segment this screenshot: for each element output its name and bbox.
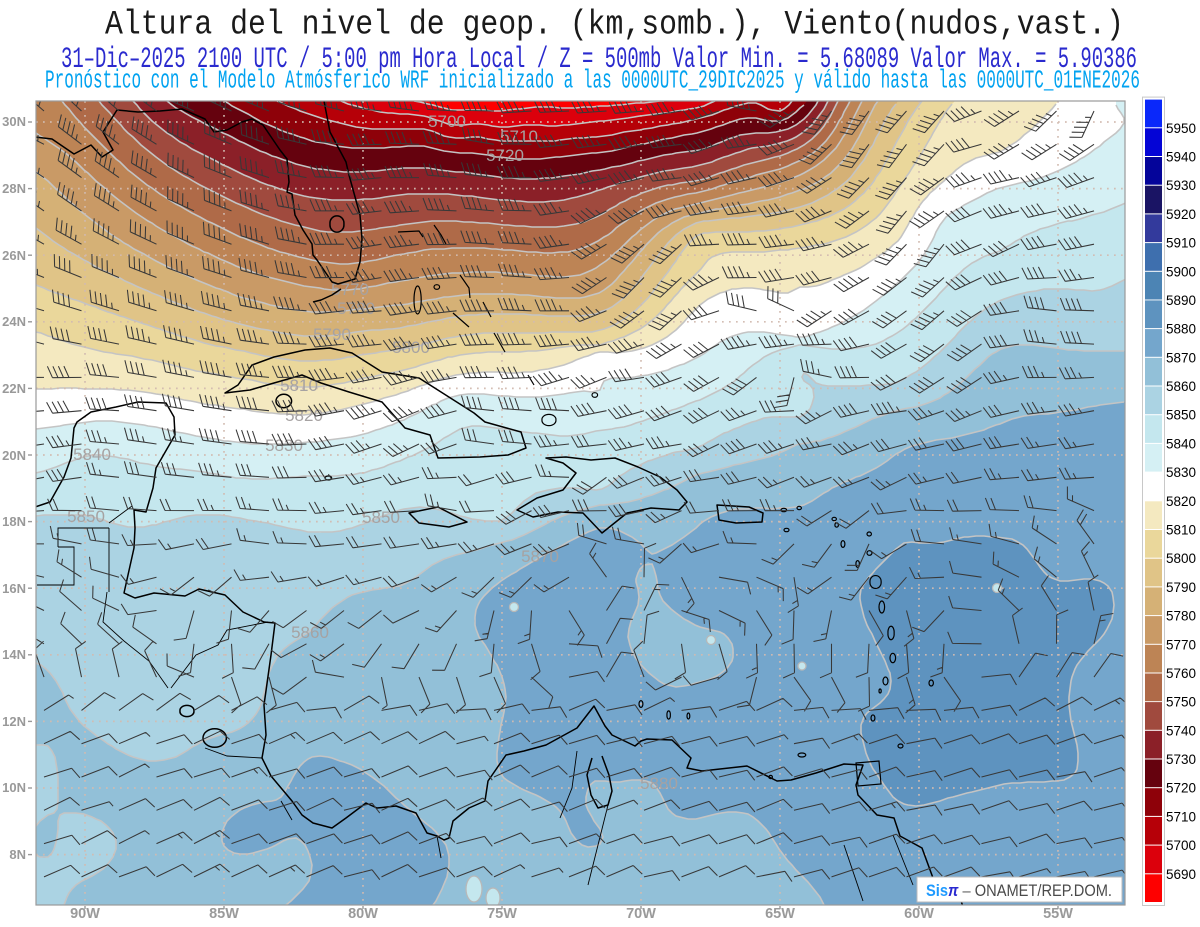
svg-text:8N: 8N	[9, 847, 26, 862]
svg-text:90W: 90W	[70, 906, 100, 922]
svg-text:5820: 5820	[1166, 494, 1196, 509]
svg-text:80W: 80W	[348, 906, 378, 922]
svg-text:5840: 5840	[1166, 436, 1196, 451]
svg-text:5700: 5700	[428, 112, 466, 131]
svg-text:Altura del nivel de geop. (km,: Altura del nivel de geop. (km,somb.), Vi…	[105, 6, 1124, 45]
svg-text:5710: 5710	[500, 127, 538, 146]
svg-text:5720: 5720	[1166, 781, 1196, 796]
svg-text:5930: 5930	[1166, 178, 1196, 193]
svg-text:20N: 20N	[2, 448, 26, 463]
svg-text:5790: 5790	[313, 325, 351, 344]
svg-text:5780: 5780	[1166, 609, 1196, 624]
svg-text:65W: 65W	[765, 906, 795, 922]
svg-text:5790: 5790	[1166, 580, 1196, 595]
svg-text:5770: 5770	[1166, 637, 1196, 652]
svg-text:5760: 5760	[1166, 666, 1196, 681]
svg-text:5940: 5940	[1166, 150, 1196, 165]
svg-text:26N: 26N	[2, 248, 26, 263]
svg-text:30N: 30N	[2, 114, 26, 129]
svg-text:5770: 5770	[331, 280, 369, 299]
svg-text:Pronóstico con el Modelo Atmós: Pronóstico con el Modelo Atmósferico WRF…	[45, 67, 1140, 96]
svg-text:75W: 75W	[487, 906, 517, 922]
svg-text:70W: 70W	[626, 906, 656, 922]
svg-text:5870: 5870	[1166, 350, 1196, 365]
svg-text:5750: 5750	[1166, 695, 1196, 710]
svg-text:5810: 5810	[1166, 523, 1196, 538]
svg-text:5860: 5860	[291, 623, 329, 642]
svg-text:14N: 14N	[2, 647, 26, 662]
svg-text:12N: 12N	[2, 714, 26, 729]
svg-text:5900: 5900	[1166, 264, 1196, 279]
svg-text:31–Dic–2025 2100 UTC / 5:00 p: 31–Dic–2025 2100 UTC / 5:00 pm Hora Loca…	[61, 42, 1137, 76]
svg-text:22N: 22N	[2, 381, 26, 396]
svg-text:5800: 5800	[1166, 551, 1196, 566]
svg-text:24N: 24N	[2, 314, 26, 329]
svg-text:5800: 5800	[392, 338, 430, 357]
svg-text:5720: 5720	[486, 146, 524, 165]
svg-text:5850: 5850	[1166, 408, 1196, 423]
svg-text:55W: 55W	[1043, 906, 1073, 922]
svg-text:5830: 5830	[1166, 465, 1196, 480]
svg-text:28N: 28N	[2, 181, 26, 196]
svg-text:5690: 5690	[1166, 867, 1196, 882]
svg-text:5730: 5730	[1166, 752, 1196, 767]
svg-text:5880: 5880	[640, 774, 678, 793]
svg-text:5710: 5710	[1166, 809, 1196, 824]
svg-text:60W: 60W	[904, 906, 934, 922]
svg-text:85W: 85W	[209, 906, 239, 922]
svg-text:5850: 5850	[67, 507, 105, 526]
svg-text:5880: 5880	[1166, 322, 1196, 337]
svg-text:5810: 5810	[280, 376, 318, 395]
svg-text:5920: 5920	[1166, 207, 1196, 222]
svg-text:5700: 5700	[1166, 838, 1196, 853]
svg-text:10N: 10N	[2, 780, 26, 795]
svg-text:5870: 5870	[521, 547, 559, 566]
svg-text:16N: 16N	[2, 581, 26, 596]
svg-text:5860: 5860	[1166, 379, 1196, 394]
svg-text:5740: 5740	[1166, 723, 1196, 738]
svg-text:5890: 5890	[1166, 293, 1196, 308]
svg-text:5840: 5840	[73, 445, 111, 464]
svg-text:18N: 18N	[2, 514, 26, 529]
svg-text:Sisπ – ONAMET/REP.DOM.: Sisπ – ONAMET/REP.DOM.	[926, 881, 1112, 900]
svg-text:5910: 5910	[1166, 236, 1196, 251]
svg-text:5950: 5950	[1166, 121, 1196, 136]
